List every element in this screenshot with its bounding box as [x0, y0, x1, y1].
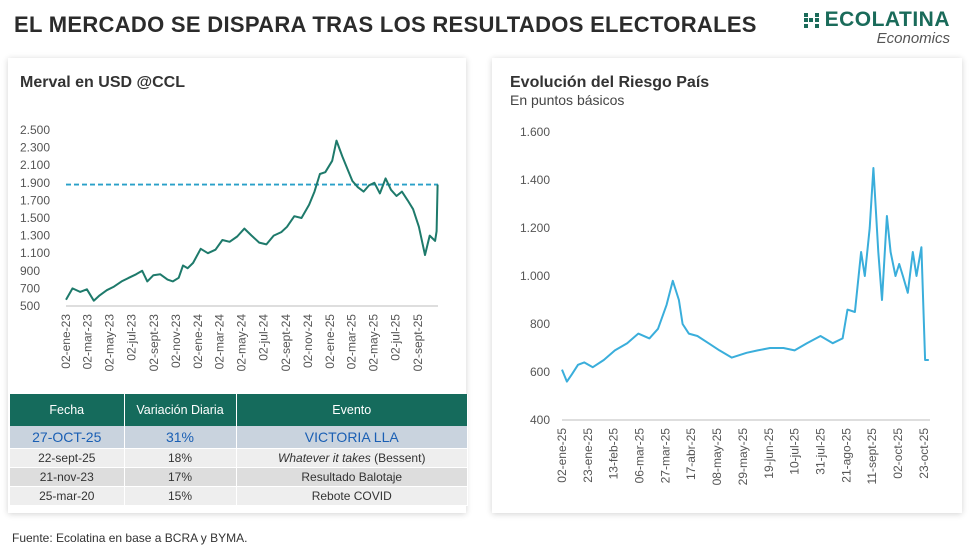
y-tick-label: 600	[530, 365, 550, 379]
y-tick-label: 2.300	[20, 141, 50, 155]
y-tick-label: 1.200	[520, 221, 550, 235]
row-event: Resultado Balotaje	[236, 467, 468, 487]
table-row: 27-OCT-25 31% VICTORIA LLA	[10, 426, 468, 449]
x-tick-label: 17-abr-25	[684, 428, 698, 480]
x-tick-label: 31-jul-25	[813, 428, 827, 475]
header-variacion: Variación Diaria	[124, 394, 237, 426]
x-tick-label: 02-mar-25	[344, 314, 358, 370]
row-event: VICTORIA LLA	[236, 426, 468, 449]
row-date: 21-nov-23	[10, 467, 125, 487]
merval-chart-title: Merval en USD @CCL	[20, 74, 185, 91]
y-tick-label: 900	[20, 264, 40, 278]
y-tick-label: 700	[20, 281, 40, 295]
table-row: 25-mar-20 15% Rebote COVID	[10, 486, 468, 506]
x-tick-label: 02-ene-25	[555, 428, 569, 483]
y-tick-label: 400	[530, 413, 550, 427]
series-line	[65, 139, 439, 302]
x-tick-label: 02-mar-24	[212, 314, 226, 370]
x-tick-label: 02-jul-25	[388, 314, 402, 361]
y-tick-label: 1.000	[520, 269, 550, 283]
y-tick-label: 2.500	[20, 123, 50, 137]
x-tick-label: 23-oct-25	[917, 428, 931, 479]
x-tick-label: 23-ene-25	[581, 428, 595, 483]
y-tick-label: 1.400	[520, 173, 550, 187]
x-tick-label: 11-sept-25	[865, 428, 879, 485]
merval-chart: 500 700 900 1.100 1.300 1.500 1.700 1.900 2.100 2…	[20, 123, 439, 372]
x-tick-label: 06-mar-25	[633, 428, 647, 484]
header-fecha: Fecha	[10, 394, 125, 426]
x-tick-label: 02-ene-23	[59, 314, 73, 369]
y-tick-label: 1.100	[20, 246, 50, 260]
riesgo-chart: 400 600 800 1.000 1.200 1.400 1.600 02-ene-25 23…	[520, 125, 931, 486]
x-tick-label: 02-sept-23	[147, 314, 161, 372]
row-date: 25-mar-20	[10, 486, 125, 506]
x-tick-label: 02-sept-25	[411, 314, 425, 372]
y-tick-label: 1.700	[20, 193, 50, 207]
x-tick-label: 02-may-24	[235, 314, 249, 372]
row-event: Whatever it takes (Bessent)	[236, 448, 468, 468]
row-change: 15%	[124, 486, 237, 506]
x-tick-label: 29-may-25	[736, 428, 750, 486]
x-tick-label: 02-ene-25	[323, 314, 337, 369]
events-table: Fecha Variación Diaria Evento 27-OCT-25 …	[10, 394, 468, 506]
row-change: 31%	[124, 426, 237, 449]
logo-subtitle: Economics	[876, 30, 950, 47]
y-tick-label: 1.600	[520, 125, 550, 139]
x-tick-label: 02-may-25	[366, 314, 380, 372]
x-tick-label: 27-mar-25	[658, 428, 672, 484]
brand-logo: ECOLATINA Economics	[803, 8, 950, 47]
header-evento: Evento	[236, 394, 468, 426]
row-change: 17%	[124, 467, 237, 487]
logo-name: ECOLATINA	[824, 8, 950, 31]
merval-panel: Merval en USD @CCL 500 700 900 1.100 1.300 1.…	[8, 58, 468, 513]
x-tick-label: 02-ene-24	[191, 314, 205, 369]
x-tick-label: 19-jun-25	[762, 428, 776, 479]
page-title: EL MERCADO SE DISPARA TRAS LOS RESULTADO…	[14, 12, 757, 37]
y-tick-label: 1.300	[20, 229, 50, 243]
x-tick-label: 02-jul-23	[124, 314, 138, 361]
x-tick-label: 21-ago-25	[839, 428, 853, 483]
y-tick-label: 500	[20, 299, 40, 313]
x-tick-label: 13-feb-25	[607, 428, 621, 480]
x-tick-label: 08-may-25	[710, 428, 724, 486]
row-change: 18%	[124, 448, 237, 468]
table-row: 22-sept-25 18% Whatever it takes (Bessen…	[10, 448, 468, 468]
x-tick-label: 02-mar-23	[80, 314, 94, 370]
series-line	[561, 167, 929, 383]
row-date: 27-OCT-25	[10, 426, 125, 449]
riesgo-chart-title: Evolución del Riesgo País	[510, 74, 710, 91]
logo-grid-icon	[803, 12, 819, 28]
table-row: 21-nov-23 17% Resultado Balotaje	[10, 467, 468, 487]
y-tick-label: 2.100	[20, 158, 50, 172]
events-table-header: Fecha Variación Diaria Evento	[10, 394, 468, 426]
x-tick-label: 10-jul-25	[788, 428, 802, 475]
riesgo-panel: Evolución del Riesgo País En puntos bási…	[492, 58, 962, 513]
x-tick-label: 02-nov-24	[301, 314, 315, 368]
riesgo-chart-subtitle: En puntos básicos	[510, 92, 625, 108]
y-tick-label: 1.900	[20, 176, 50, 190]
x-tick-label: 02-may-23	[102, 314, 116, 372]
x-tick-label: 02-jul-24	[257, 314, 271, 361]
y-tick-label: 800	[530, 317, 550, 331]
x-tick-label: 02-sept-24	[279, 314, 293, 372]
row-event: Rebote COVID	[236, 486, 468, 506]
source-note: Fuente: Ecolatina en base a BCRA y BYMA.	[12, 531, 248, 545]
x-tick-label: 02-nov-23	[169, 314, 183, 368]
x-tick-label: 02-oct-25	[891, 428, 905, 479]
y-tick-label: 1.500	[20, 211, 50, 225]
row-date: 22-sept-25	[10, 448, 125, 468]
